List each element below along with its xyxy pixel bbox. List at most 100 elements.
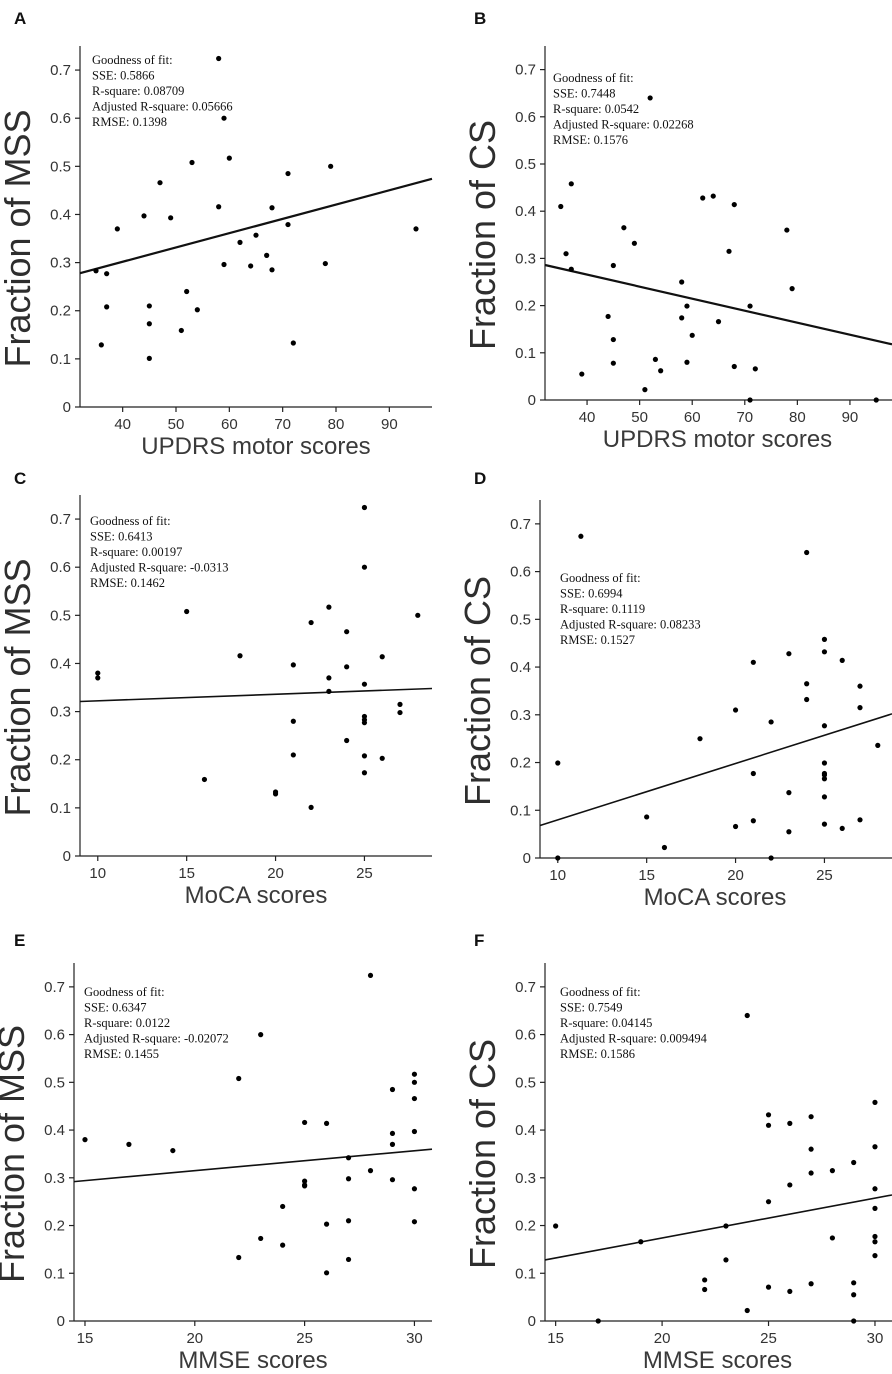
- data-point: [578, 533, 584, 539]
- data-point: [786, 651, 792, 657]
- y-tick-label: 0.2: [510, 755, 531, 772]
- data-point: [702, 1286, 708, 1293]
- goodness-of-fit-line: SSE: 0.6347: [84, 1001, 147, 1015]
- y-tick-label: 0.2: [515, 1218, 536, 1235]
- data-point: [765, 1122, 772, 1128]
- x-tick-label: 20: [654, 1330, 671, 1347]
- y-tick-label: 0.2: [515, 298, 536, 315]
- y-tick-label: 0.4: [515, 1122, 536, 1139]
- x-tick-label: 80: [789, 409, 806, 426]
- data-point: [605, 313, 611, 320]
- y-axis-label: Fraction of CS: [457, 576, 498, 806]
- data-point: [786, 829, 792, 835]
- data-point: [415, 612, 421, 618]
- data-point: [379, 654, 385, 660]
- data-point: [808, 1114, 814, 1120]
- data-point: [114, 226, 120, 232]
- data-point: [555, 760, 561, 766]
- y-tick-label: 0.2: [44, 1218, 65, 1235]
- data-point: [98, 342, 104, 348]
- data-point: [95, 675, 101, 681]
- y-axis-label: Fraction of CS: [462, 1039, 503, 1269]
- data-point: [302, 1178, 308, 1184]
- x-tick-label: 25: [816, 867, 833, 884]
- data-point: [787, 1182, 793, 1188]
- goodness-of-fit-line: RMSE: 0.1455: [84, 1047, 159, 1061]
- data-point: [715, 319, 722, 325]
- data-point: [285, 221, 291, 228]
- data-point: [236, 1075, 242, 1082]
- data-point: [280, 1203, 286, 1210]
- data-point: [808, 1146, 814, 1152]
- data-point: [787, 1120, 793, 1126]
- data-point: [397, 709, 403, 716]
- data-point: [194, 307, 200, 313]
- goodness-of-fit-line: Adjusted R-square: -0.0313: [90, 561, 229, 575]
- fit-line: [544, 263, 892, 346]
- data-point: [269, 205, 275, 211]
- y-tick-label: 0.7: [50, 62, 71, 79]
- data-point: [237, 653, 243, 659]
- data-point: [789, 286, 795, 292]
- data-point: [93, 268, 99, 274]
- data-point: [141, 213, 147, 219]
- data-point: [750, 818, 756, 824]
- data-point: [647, 95, 653, 101]
- data-point: [610, 336, 616, 343]
- goodness-of-fit-line: SSE: 0.7448: [553, 87, 616, 101]
- x-axis-label: MoCA scores: [644, 884, 787, 911]
- x-tick-label: 50: [168, 416, 185, 433]
- x-axis-label: MMSE scores: [178, 1347, 327, 1374]
- goodness-of-fit-line: R-square: 0.04145: [560, 1016, 652, 1030]
- x-tick-label: 80: [328, 416, 345, 433]
- data-point: [750, 770, 756, 777]
- data-point: [829, 1235, 835, 1241]
- x-tick-label: 20: [186, 1330, 203, 1347]
- panel-letter: F: [474, 931, 484, 950]
- data-point: [568, 266, 574, 272]
- data-point: [345, 1218, 352, 1224]
- panel-a: 0 0.1 0.2 0.3 0.4 0.5 0.6 0.7 40 50 60 70 80 90 Goodne…: [0, 9, 433, 460]
- x-tick-label: 15: [547, 1330, 564, 1347]
- data-point: [875, 742, 881, 748]
- data-point: [170, 1147, 176, 1154]
- y-tick-label: 0.6: [515, 1027, 536, 1044]
- data-point: [679, 279, 685, 285]
- data-point: [367, 1168, 374, 1174]
- goodness-of-fit-line: SSE: 0.6994: [560, 587, 623, 601]
- data-point: [558, 203, 564, 210]
- data-point: [872, 1253, 878, 1259]
- data-point: [679, 315, 685, 321]
- data-point: [361, 504, 368, 511]
- y-tick-label: 0.3: [50, 704, 71, 721]
- y-axis-label: Fraction of MSS: [0, 109, 38, 367]
- x-tick-label: 90: [842, 409, 859, 426]
- goodness-of-fit-line: Adjusted R-square: -0.02072: [84, 1032, 229, 1046]
- data-point: [851, 1280, 857, 1286]
- y-tick-label: 0.5: [515, 156, 536, 173]
- panel-f: 0 0.1 0.2 0.3 0.4 0.5 0.6 0.7 15 20 25 30 Goodness o…: [462, 931, 892, 1374]
- data-point: [579, 371, 585, 377]
- data-point: [146, 303, 152, 309]
- y-axis-label: Fraction of MSS: [0, 558, 38, 816]
- y-tick-label: 0.6: [50, 559, 71, 576]
- data-point: [168, 215, 174, 221]
- data-point: [750, 659, 756, 665]
- fit-line: [79, 177, 433, 275]
- data-point: [610, 360, 616, 366]
- data-point: [851, 1318, 857, 1324]
- y-tick-label: 0.5: [510, 611, 531, 628]
- data-point: [638, 1239, 644, 1245]
- x-axis-label: MoCA scores: [185, 882, 328, 909]
- panel-letter: A: [14, 9, 26, 28]
- y-tick-label: 0.7: [50, 511, 71, 528]
- data-point: [280, 1242, 286, 1248]
- data-point: [621, 225, 627, 231]
- data-point: [302, 1183, 308, 1189]
- data-point: [872, 1233, 878, 1240]
- data-point: [839, 657, 845, 663]
- data-point: [322, 260, 328, 267]
- fit-line: [79, 687, 433, 703]
- data-point: [237, 239, 243, 245]
- data-point: [765, 1199, 772, 1205]
